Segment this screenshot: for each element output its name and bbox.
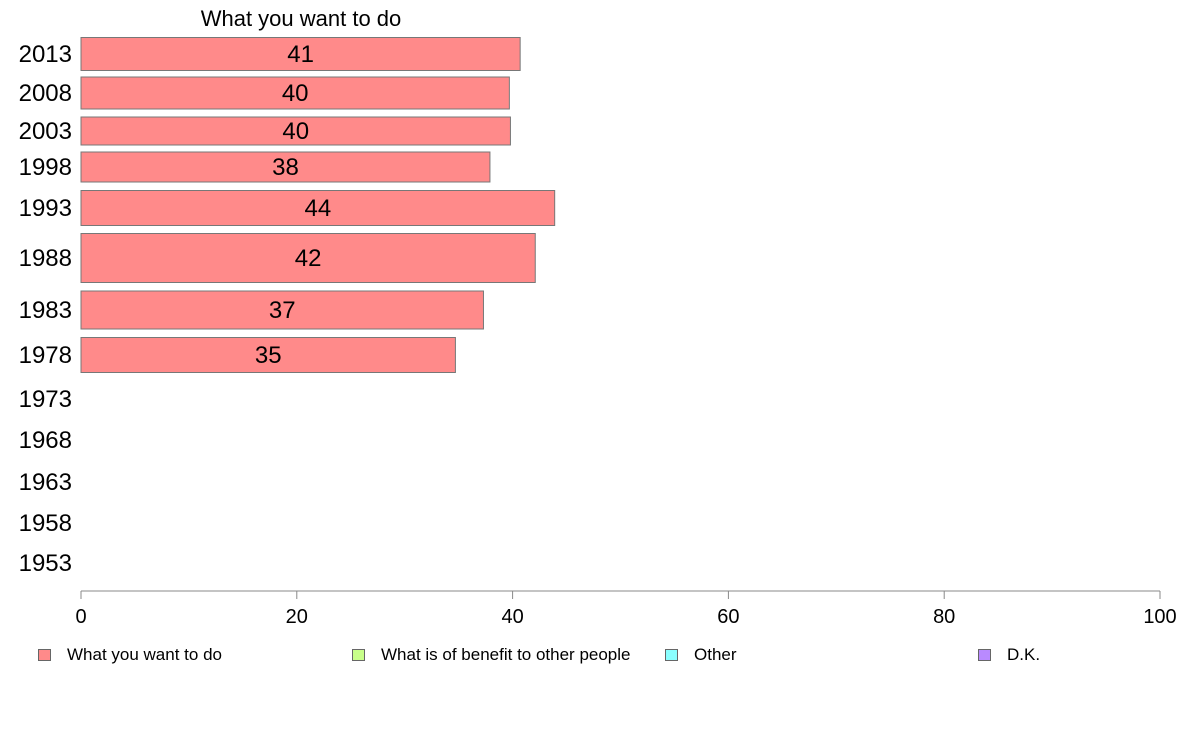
bar-value-label: 40 [282,80,309,107]
y-tick-label: 2008 [19,80,72,107]
bar-value-label: 42 [295,245,322,272]
y-tick-label: 1963 [19,469,72,496]
bar-value-label: 35 [255,342,282,369]
bar-value-label: 41 [287,41,314,68]
y-tick-label: 1978 [19,342,72,369]
legend-label-other: Other [694,645,737,664]
panel-title: What you want to do [201,6,402,31]
y-tick-label: 1988 [19,245,72,272]
bar-value-label: 38 [272,154,299,181]
legend-label-what-you-want: What you want to do [67,645,222,664]
x-tick-label: 20 [286,606,308,628]
legend-item-dk: D.K. [978,645,1040,665]
y-tick-label: 1993 [19,195,72,222]
bar-1988 [80,233,536,283]
y-tick-label: 1968 [19,427,72,454]
legend-label-dk: D.K. [1007,645,1041,664]
legend-swatch-dk [978,649,991,661]
bar-1983 [80,290,484,330]
bar-1998 [80,151,491,183]
bar-1993 [80,190,556,226]
y-tick-label: 1983 [19,297,72,324]
x-tick-label: 60 [717,606,739,628]
x-tick-label: 0 [75,606,86,628]
x-axis-ticks: 0 20 40 60 80 100 [75,591,1177,628]
legend-item-what-you-want: What you want to do [38,645,222,665]
y-tick-label: 1973 [19,386,72,413]
y-tick-label: 2013 [19,41,72,68]
legend-swatch-benefit-others [352,649,365,661]
x-tick-label: 100 [1143,606,1176,628]
legend-swatch-what-you-want [38,649,51,661]
bar-1978 [80,337,456,373]
y-axis-labels: 2013 2008 2003 1998 1993 1988 1983 1978 1973 1968… [19,41,72,577]
y-tick-label: 1953 [19,550,72,577]
y-tick-label: 1998 [19,154,72,181]
bar-2003 [80,116,511,146]
legend-item-other: Other [665,645,737,665]
bar-value-label: 37 [269,297,296,324]
bar-value-label: 40 [282,118,309,145]
x-tick-label: 40 [501,606,523,628]
bar-2013 [80,37,521,71]
bar-value-label: 44 [304,195,331,222]
legend-item-benefit-others: What is of benefit to other people [352,645,631,665]
y-tick-label: 1958 [19,510,72,537]
legend-swatch-other [665,649,678,661]
y-tick-label: 2003 [19,118,72,145]
bar-2008 [80,76,510,110]
x-tick-label: 80 [933,606,955,628]
legend-label-benefit-others: What is of benefit to other people [381,645,631,664]
